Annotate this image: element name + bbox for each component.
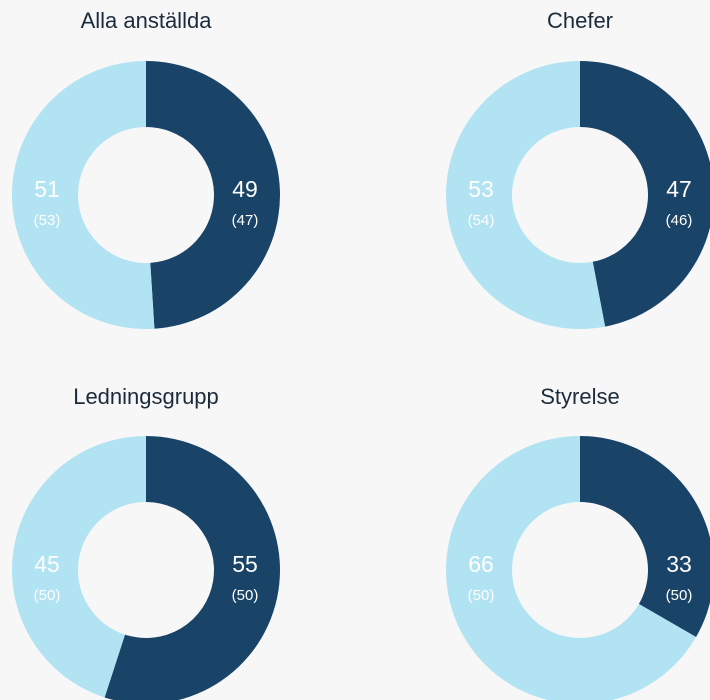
value-label: 45 <box>34 551 60 577</box>
previous-label: (50) <box>468 587 495 604</box>
value-label: 53 <box>468 176 494 202</box>
donut-segment <box>146 61 281 329</box>
donut-segment <box>580 436 710 637</box>
value-label: 49 <box>232 176 258 202</box>
value-label: 47 <box>666 176 692 202</box>
value-label: 55 <box>232 551 258 577</box>
donut-segment <box>446 60 606 329</box>
value-label: 33 <box>666 551 692 577</box>
previous-label: (50) <box>232 587 259 604</box>
value-label: 51 <box>34 176 60 202</box>
previous-label: (50) <box>666 587 693 604</box>
donut-segment <box>580 61 710 327</box>
chart-title: Styrelse <box>540 384 619 409</box>
donut-segment <box>446 436 697 700</box>
chart-title: Alla anställda <box>81 8 213 33</box>
value-label: 66 <box>468 551 494 577</box>
chart-title: Ledningsgrupp <box>73 384 219 409</box>
previous-label: (54) <box>468 212 495 229</box>
donut-segment <box>104 436 280 700</box>
previous-label: (53) <box>34 212 61 229</box>
previous-label: (47) <box>232 212 259 229</box>
chart-title: Chefer <box>547 8 613 33</box>
donut-segment <box>12 61 155 329</box>
previous-label: (46) <box>666 212 693 229</box>
donut-segment <box>12 436 146 698</box>
previous-label: (50) <box>34 587 61 604</box>
